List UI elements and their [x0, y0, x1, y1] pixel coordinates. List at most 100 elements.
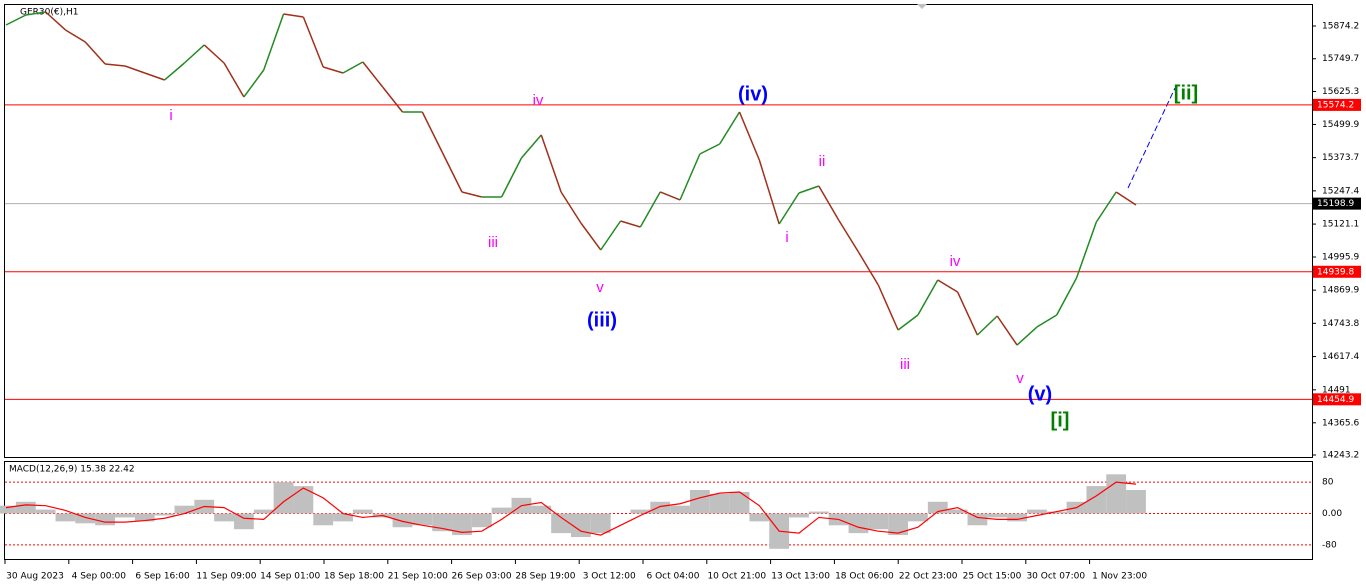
- macd-bar: [432, 513, 453, 532]
- macd-bar: [590, 513, 611, 534]
- level-tag: [1313, 265, 1361, 278]
- price-segment: [263, 13, 285, 71]
- price-segment: [520, 134, 542, 159]
- price-segment: [600, 220, 622, 251]
- wave-label: [i]: [1051, 409, 1070, 431]
- y-tick-label: 14617.4: [1322, 352, 1359, 362]
- price-segment: [1056, 277, 1078, 316]
- x-tick-label: 22 Oct 23:00: [899, 572, 958, 582]
- level-label: 14939.8: [1317, 267, 1354, 277]
- macd-bar: [749, 513, 770, 522]
- wave-label: v: [1016, 370, 1024, 387]
- y-tick-label: 14491: [1322, 385, 1351, 395]
- price-segment: [758, 159, 780, 225]
- wave-label: ii: [819, 153, 826, 170]
- price-segment: [897, 314, 919, 331]
- x-tick-label: 14 Sep 01:00: [260, 572, 320, 582]
- macd-bar: [253, 509, 274, 514]
- macd-bar: [55, 513, 76, 522]
- projection-line: [1127, 87, 1176, 189]
- price-segment: [461, 191, 482, 198]
- y-tick-label: -80: [1322, 540, 1337, 550]
- price-segment: [25, 11, 46, 16]
- y-tick-label: 14243.2: [1322, 451, 1359, 461]
- macd-bar: [808, 511, 829, 514]
- macd-bar: [729, 491, 750, 514]
- macd-bar: [392, 513, 413, 528]
- price-segment: [65, 29, 86, 43]
- wave-label: v: [596, 279, 604, 296]
- macd-bar: [1126, 490, 1146, 514]
- price-segment: [679, 153, 701, 201]
- x-tick-label: 6 Oct 04:00: [647, 572, 700, 582]
- y-tick-label: 15749.7: [1322, 54, 1359, 64]
- x-tick-label: 30 Oct 07:00: [1026, 572, 1085, 582]
- x-tick-label: 18 Sep 18:00: [324, 572, 384, 582]
- x-tick-label: 4 Sep 00:00: [72, 572, 127, 582]
- macd-bar: [689, 490, 710, 514]
- price-segment: [223, 62, 245, 98]
- price-segment: [659, 191, 681, 201]
- price-segment: [5, 14, 27, 26]
- wave-label: iv: [950, 253, 961, 270]
- x-tick-label: 11 Sep 09:00: [196, 572, 256, 582]
- price-pane: [4, 4, 1313, 458]
- macd-bar: [293, 486, 314, 514]
- price-segment: [302, 16, 324, 68]
- price-segment: [203, 44, 225, 64]
- price-segment: [976, 315, 998, 336]
- price-segment: [956, 291, 979, 336]
- x-tick-label: 13 Oct 13:00: [771, 572, 830, 582]
- macd-bar: [115, 513, 135, 518]
- price-segment: [45, 11, 66, 31]
- macd-bar: [709, 493, 730, 514]
- shift-marker: [917, 4, 927, 9]
- price-segment: [1036, 314, 1058, 328]
- x-tick-label: 18 Oct 06:00: [835, 572, 894, 582]
- price-segment: [243, 69, 265, 98]
- macd-bar: [15, 501, 36, 514]
- macd-bar: [134, 513, 155, 522]
- price-segment: [342, 61, 364, 74]
- price-segment: [421, 111, 443, 153]
- macd-bar: [0, 505, 16, 514]
- macd-title: MACD(12,26,9) 15.38 22.42: [9, 465, 135, 475]
- macd-bar: [35, 509, 56, 514]
- price-segment: [719, 111, 741, 145]
- macd-bar: [947, 509, 968, 514]
- macd-bar: [650, 501, 671, 514]
- x-tick-label: 26 Sep 03:00: [452, 572, 512, 582]
- macd-bar: [1026, 509, 1047, 514]
- level-label: 15198.9: [1317, 199, 1354, 209]
- macd-bar: [313, 513, 334, 526]
- price-segment: [124, 65, 146, 74]
- wave-label: iv: [533, 92, 544, 109]
- x-tick-label: 21 Sep 10:00: [388, 572, 448, 582]
- price-segment: [1016, 326, 1038, 346]
- price-segment: [84, 41, 106, 65]
- wave-label: iii: [900, 356, 910, 373]
- level-tag: [1313, 393, 1361, 406]
- macd-bar: [75, 513, 96, 524]
- price-segment: [144, 72, 165, 81]
- y-tick-label: 15499.9: [1322, 120, 1359, 130]
- x-tick-label: 10 Oct 21:00: [707, 572, 766, 582]
- price-segment: [996, 315, 1018, 346]
- wave-label: [ii]: [1174, 82, 1198, 104]
- price-segment: [778, 192, 800, 225]
- macd-bar: [174, 505, 195, 514]
- price-segment: [382, 86, 404, 113]
- x-tick-label: 3 Oct 12:00: [583, 572, 636, 582]
- y-tick-label: 14743.8: [1322, 319, 1359, 329]
- macd-bar: [789, 513, 809, 518]
- macd-bar: [1106, 474, 1127, 514]
- y-tick-label: 14365.6: [1322, 418, 1359, 428]
- y-tick-label: 80: [1322, 478, 1334, 488]
- y-tick-label: 15625.3: [1322, 87, 1359, 97]
- price-segment: [1075, 221, 1098, 279]
- macd-bar: [154, 513, 175, 516]
- macd-bar: [1007, 513, 1027, 522]
- price-segment: [620, 220, 641, 228]
- price-segment: [580, 222, 602, 251]
- price-segment: [540, 134, 562, 193]
